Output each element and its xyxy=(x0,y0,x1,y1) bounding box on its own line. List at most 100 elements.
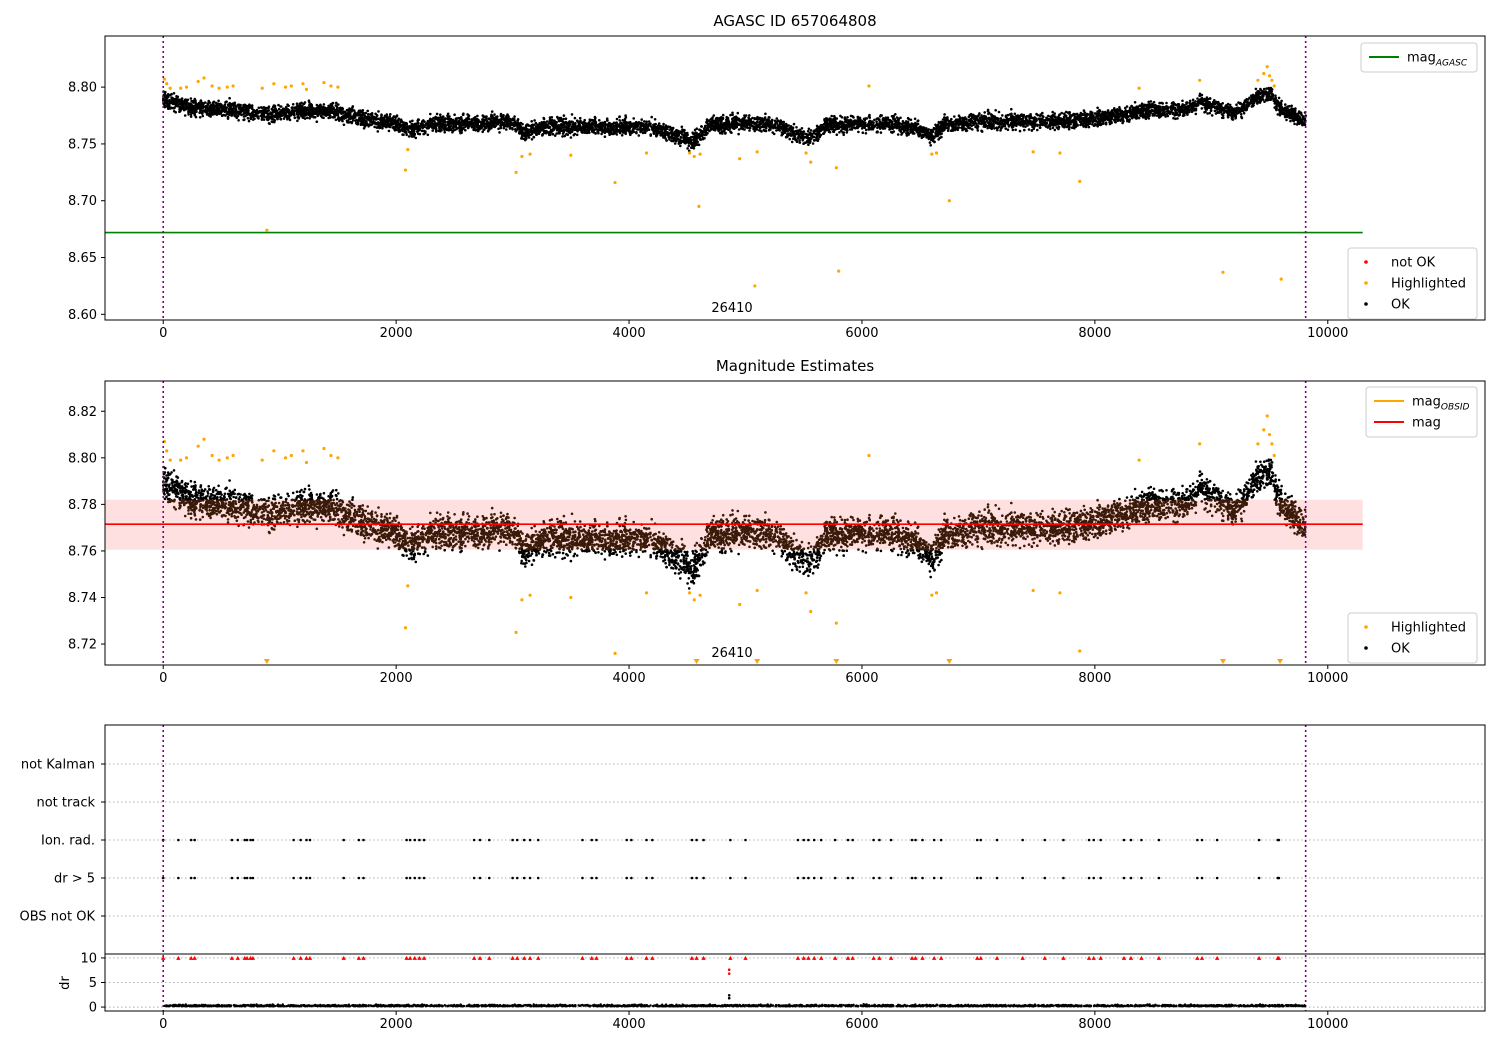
ok-point xyxy=(686,147,689,150)
ok-point xyxy=(1041,117,1044,121)
ok-point xyxy=(916,119,920,122)
ok-point xyxy=(763,116,767,119)
ok-point xyxy=(743,116,747,119)
ok-point xyxy=(457,126,460,130)
ok-point xyxy=(452,126,455,129)
ok-point xyxy=(327,116,331,120)
ok-point xyxy=(967,115,971,119)
ok-point xyxy=(1044,118,1047,122)
ok-point xyxy=(1263,100,1266,103)
ok-point xyxy=(365,120,368,124)
ok-point xyxy=(957,126,961,129)
ok-point xyxy=(790,140,794,144)
ok-point xyxy=(679,144,682,148)
ok-point xyxy=(570,113,574,116)
ok-point xyxy=(457,116,460,120)
ok-point xyxy=(578,116,582,120)
ok-point xyxy=(490,110,494,113)
ok-point xyxy=(781,132,785,135)
ok-point xyxy=(1165,101,1168,105)
ok-point xyxy=(693,128,697,132)
ok-point xyxy=(1106,109,1110,112)
ok-point xyxy=(795,132,799,135)
ok-point xyxy=(1041,111,1044,115)
ok-point xyxy=(1194,112,1198,116)
ok-point xyxy=(561,135,564,138)
ok-point xyxy=(407,135,411,138)
ok-point xyxy=(1239,113,1243,116)
ok-point xyxy=(1285,118,1288,122)
ok-point xyxy=(624,114,627,117)
ok-point xyxy=(764,112,767,116)
ok-point xyxy=(712,114,716,117)
ok-point xyxy=(845,131,849,134)
ok-point xyxy=(1206,112,1209,115)
ok-point xyxy=(282,110,286,114)
ok-point xyxy=(258,110,262,114)
ok-point xyxy=(242,118,245,122)
ok-point xyxy=(411,119,414,123)
ok-point xyxy=(792,122,796,126)
ok-point xyxy=(273,119,277,122)
ok-point xyxy=(928,141,932,144)
ok-point xyxy=(481,130,485,134)
ok-point xyxy=(808,131,812,135)
ok-point xyxy=(857,130,860,134)
ok-point xyxy=(1230,106,1233,109)
ok-point xyxy=(650,115,653,119)
ok-point xyxy=(729,113,732,117)
ok-point xyxy=(1220,116,1224,120)
ok-point xyxy=(731,111,734,115)
ok-point xyxy=(1018,129,1022,133)
agasc-series xyxy=(105,36,1363,320)
ok-point xyxy=(389,113,392,116)
ok-point xyxy=(894,113,897,116)
ok-point xyxy=(703,126,707,129)
ok-point xyxy=(675,128,678,132)
ok-point xyxy=(1018,122,1021,125)
ok-point xyxy=(1084,125,1088,129)
ok-point xyxy=(313,116,317,119)
ok-point xyxy=(1104,122,1108,126)
ok-point xyxy=(657,122,661,125)
ok-point xyxy=(788,137,791,141)
ok-point xyxy=(297,116,301,119)
ok-point xyxy=(342,123,346,127)
ok-point xyxy=(800,127,804,130)
ok-point xyxy=(1235,103,1238,106)
ok-point xyxy=(1222,111,1226,115)
ok-point xyxy=(1242,111,1246,115)
ok-point xyxy=(842,133,845,137)
ok-point xyxy=(424,130,427,133)
ok-point xyxy=(1035,112,1038,116)
ok-point xyxy=(246,116,250,120)
ok-point xyxy=(1032,127,1036,130)
ok-point xyxy=(380,113,383,116)
ok-point xyxy=(879,131,883,134)
ok-point xyxy=(315,103,319,107)
ok-point xyxy=(1280,99,1283,103)
ok-point xyxy=(724,132,727,135)
ok-point xyxy=(865,117,869,120)
ok-point xyxy=(615,117,619,121)
ok-point xyxy=(1096,124,1099,128)
ok-point xyxy=(376,130,380,133)
ok-point xyxy=(1248,96,1251,100)
ok-point xyxy=(388,115,392,118)
ok-point xyxy=(228,96,231,100)
ok-point xyxy=(1087,125,1091,129)
ok-point xyxy=(1133,101,1137,104)
ok-point xyxy=(1118,106,1121,109)
ok-point xyxy=(452,129,456,132)
ok-point xyxy=(1010,107,1013,111)
ok-point xyxy=(968,127,972,130)
ok-point xyxy=(840,116,844,119)
ok-point xyxy=(429,112,432,116)
ok-point xyxy=(1215,108,1219,111)
ok-point xyxy=(795,126,798,129)
ok-point xyxy=(798,139,801,142)
ok-point xyxy=(840,129,843,132)
ok-point xyxy=(653,123,656,126)
ok-point xyxy=(640,118,643,121)
